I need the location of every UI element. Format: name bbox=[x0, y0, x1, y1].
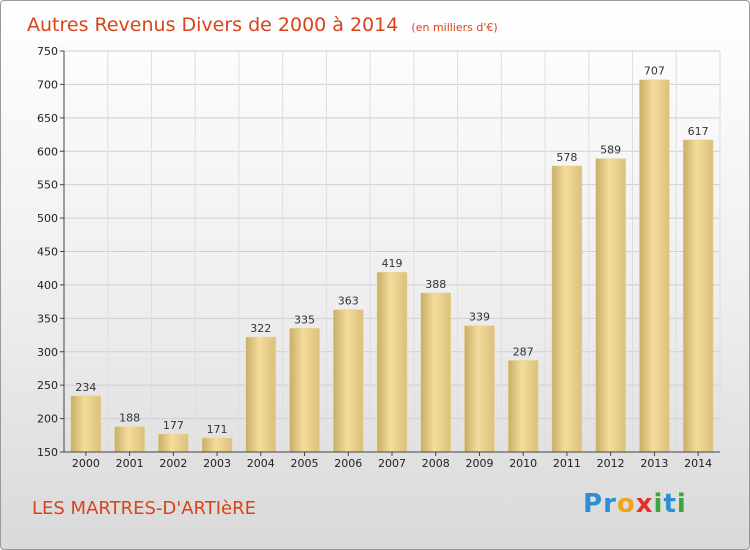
data-label-2000: 234 bbox=[75, 381, 96, 394]
data-label-2001: 188 bbox=[119, 412, 140, 425]
x-axis: 2000 2001 2002 2003 2004 2005 2006 2007 2008 2009… bbox=[64, 451, 720, 470]
chart-title-main: Autres Revenus Divers de 2000 à 2014 bbox=[27, 14, 398, 36]
data-label-2013: 707 bbox=[644, 65, 665, 78]
y-tick-label: 500 bbox=[37, 212, 58, 225]
bar-2012 bbox=[595, 158, 626, 453]
bar-2009 bbox=[464, 325, 495, 453]
logo-letter: r bbox=[603, 489, 617, 519]
y-tick-label: 400 bbox=[37, 279, 58, 292]
bar-2005 bbox=[289, 328, 320, 453]
data-label-2012: 589 bbox=[600, 144, 621, 157]
logo-letter: o bbox=[616, 489, 636, 519]
x-tick-label-2009: 2009 bbox=[465, 457, 493, 470]
data-label-2008: 388 bbox=[425, 278, 446, 291]
bar-2004 bbox=[245, 336, 277, 453]
y-tick-label: 200 bbox=[37, 413, 58, 426]
data-label-2007: 419 bbox=[382, 257, 403, 270]
data-label-2011: 578 bbox=[556, 151, 577, 164]
x-tick-label-2013: 2013 bbox=[640, 457, 668, 470]
logo-letter: P bbox=[583, 489, 604, 519]
bar-2000 bbox=[70, 395, 102, 453]
x-tick-label-2008: 2008 bbox=[422, 457, 450, 470]
x-tick-label-2000: 2000 bbox=[72, 457, 100, 470]
bar-2014 bbox=[682, 139, 714, 453]
x-tick-label-2005: 2005 bbox=[291, 457, 319, 470]
x-tick-label-2002: 2002 bbox=[159, 457, 187, 470]
y-tick-label: 350 bbox=[37, 312, 58, 325]
x-tick-label-2010: 2010 bbox=[509, 457, 537, 470]
y-tick-label: 550 bbox=[37, 179, 58, 192]
data-label-2014: 617 bbox=[688, 125, 709, 138]
chart-title: Autres Revenus Divers de 2000 à 2014 (en… bbox=[27, 14, 498, 36]
logo-letter: x bbox=[635, 489, 654, 519]
bars: 234 188 177 171 322 335 363 419 388 339 287 578 589 7… bbox=[70, 65, 714, 453]
logo-letter: i bbox=[676, 489, 687, 519]
bar-2006 bbox=[333, 309, 364, 453]
bar-2002 bbox=[158, 433, 189, 453]
x-tick-label-2003: 2003 bbox=[203, 457, 231, 470]
x-tick-label-2007: 2007 bbox=[378, 457, 406, 470]
x-tick-label-2011: 2011 bbox=[553, 457, 581, 470]
x-tick-label-2004: 2004 bbox=[247, 457, 275, 470]
x-tick-label-2012: 2012 bbox=[597, 457, 625, 470]
bar-2001 bbox=[114, 426, 145, 453]
y-tick-label: 750 bbox=[37, 45, 58, 58]
y-tick-label: 150 bbox=[37, 446, 58, 459]
data-label-2003: 171 bbox=[207, 423, 228, 436]
y-tick-label: 700 bbox=[37, 78, 58, 91]
y-tick-label: 300 bbox=[37, 346, 58, 359]
y-tick-label: 650 bbox=[37, 112, 58, 125]
chart-title-unit: (en milliers d'€) bbox=[411, 21, 497, 34]
x-tick-label-2014: 2014 bbox=[684, 457, 712, 470]
logo-letter: i bbox=[653, 489, 664, 519]
proxiti-logo[interactable]: Proxiti bbox=[583, 489, 687, 519]
y-tick-label: 450 bbox=[37, 246, 58, 259]
logo-letter: t bbox=[663, 489, 677, 519]
place-name: LES MARTRES-D'ARTIèRE bbox=[32, 498, 256, 519]
data-label-2010: 287 bbox=[513, 345, 534, 358]
x-tick-label-2001: 2001 bbox=[116, 457, 144, 470]
bar-2003 bbox=[201, 437, 233, 453]
data-label-2006: 363 bbox=[338, 295, 359, 308]
data-label-2005: 335 bbox=[294, 313, 315, 326]
bar-2007 bbox=[376, 271, 408, 453]
bar-2008 bbox=[420, 292, 451, 453]
y-tick-label: 250 bbox=[37, 379, 58, 392]
bar-2011 bbox=[551, 165, 583, 453]
bar-2010 bbox=[507, 360, 539, 453]
data-label-2009: 339 bbox=[469, 311, 490, 324]
data-label-2002: 177 bbox=[163, 419, 184, 432]
bar-2013 bbox=[639, 79, 670, 453]
data-label-2004: 322 bbox=[250, 322, 271, 335]
y-axis: 150 200 250 300 350 400 450 500 550 600 650 700 750 bbox=[37, 45, 65, 459]
y-tick-label: 600 bbox=[37, 145, 58, 158]
x-tick-label-2006: 2006 bbox=[334, 457, 362, 470]
